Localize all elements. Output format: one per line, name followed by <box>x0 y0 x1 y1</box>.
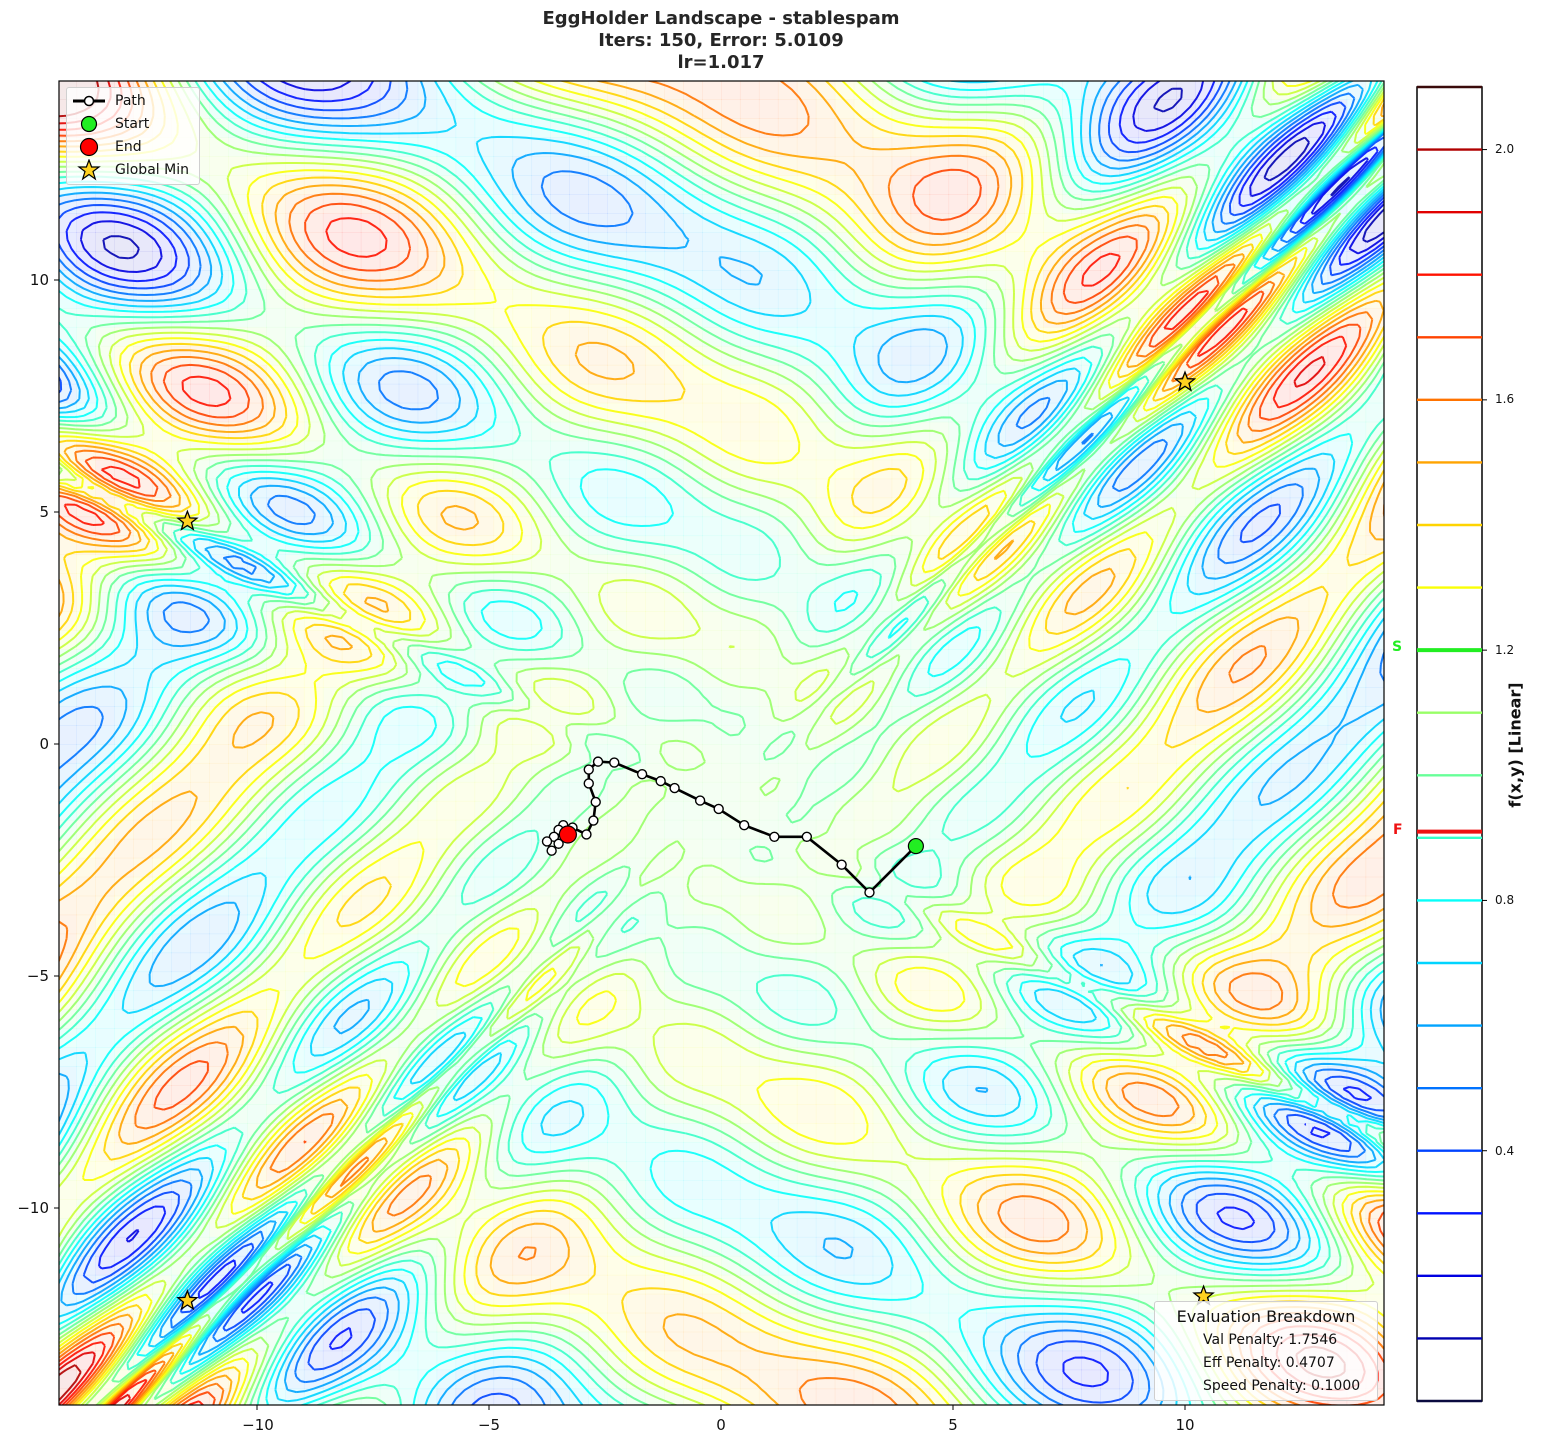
x-tick-label: −10 <box>242 1416 274 1434</box>
optimizer-path <box>541 756 917 898</box>
x-tick-label: −5 <box>477 1416 501 1434</box>
legend-item-end: End <box>67 136 142 158</box>
legend-label: Global Min <box>115 162 189 178</box>
colorbar-title: f(x,y) [Linear] <box>1505 682 1525 808</box>
x-tick-label: 0 <box>716 1416 726 1434</box>
legend-item-global-min: Global Min <box>67 158 189 181</box>
colorbar-tick-label: 0.8 <box>1495 893 1515 907</box>
path-line-icon <box>67 90 111 112</box>
colorbar-tick-label: 0.4 <box>1495 1144 1515 1158</box>
y-tick-label: −5 <box>26 967 49 985</box>
title-line-1: EggHolder Landscape - stablespam <box>542 8 900 29</box>
start-circle-icon <box>67 113 111 135</box>
x-tick-label: 5 <box>948 1416 958 1434</box>
legend: Path Start End Global Min <box>66 87 200 185</box>
markers <box>176 370 1215 1311</box>
legend-label: Path <box>115 93 146 109</box>
star-icon <box>67 158 111 181</box>
y-tick-label: 5 <box>39 503 49 521</box>
title-line-2: Iters: 150, Error: 5.0109 <box>598 30 844 51</box>
legend-label: Start <box>115 116 150 132</box>
axis-ticks <box>54 279 1186 1410</box>
y-tick-label: 0 <box>39 735 49 753</box>
eff-penalty: Eff Penalty: 0.4707 <box>1203 1355 1335 1371</box>
colorbar <box>1416 85 1487 1403</box>
evaluation-breakdown-box: Evaluation Breakdown Val Penalty: 1.7546… <box>1154 1301 1378 1401</box>
y-tick-label: −10 <box>17 1199 49 1217</box>
legend-item-path: Path <box>67 90 146 112</box>
chart-title: EggHolder Landscape - stablespam Iters: … <box>0 8 1442 74</box>
end-circle-icon <box>67 136 111 158</box>
evaluation-title: Evaluation Breakdown <box>1176 1307 1356 1326</box>
legend-label: End <box>115 139 142 155</box>
colorbar-tick-label: 2.0 <box>1495 142 1515 156</box>
colorbar-tick-label: 1.2 <box>1495 643 1515 657</box>
colorbar-final-marker: F <box>1393 822 1403 838</box>
speed-penalty: Speed Penalty: 0.1000 <box>1203 1378 1361 1394</box>
colorbar-start-marker: S <box>1392 639 1403 655</box>
y-tick-label: 10 <box>29 271 49 289</box>
title-line-3: lr=1.017 <box>677 52 765 73</box>
val-penalty: Val Penalty: 1.7546 <box>1203 1332 1338 1348</box>
legend-item-start: Start <box>67 113 149 135</box>
x-tick-label: 10 <box>1175 1416 1195 1434</box>
colorbar-tick-label: 1.6 <box>1495 392 1515 406</box>
